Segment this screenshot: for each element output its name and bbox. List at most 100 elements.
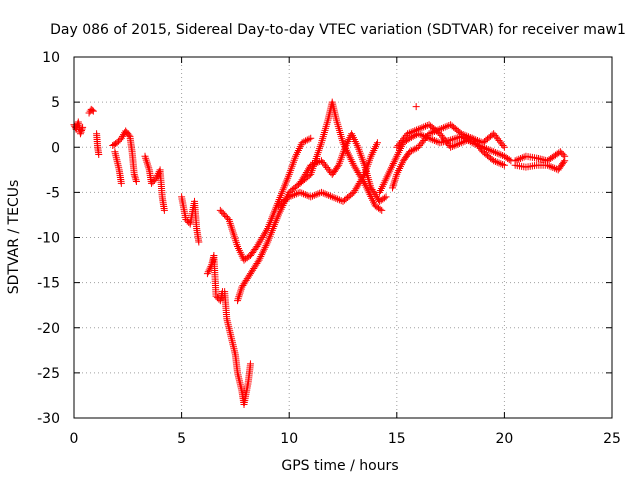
data-point: [160, 206, 168, 214]
data-point: [303, 167, 311, 175]
data-point: [300, 172, 308, 180]
data-point: [392, 154, 400, 162]
data-point: [307, 134, 315, 142]
data-point: [309, 192, 317, 200]
data-point: [297, 178, 305, 186]
data-point: [352, 165, 360, 173]
data-point: [323, 191, 331, 199]
data-point: [246, 360, 254, 368]
data-point: [260, 230, 268, 238]
data-point: [227, 223, 235, 231]
data-point: [298, 176, 306, 184]
data-point: [258, 251, 266, 259]
data-point: [407, 128, 415, 136]
data-point: [305, 135, 313, 143]
data-point: [334, 195, 342, 203]
data-point: [222, 212, 230, 220]
data-point: [382, 193, 390, 201]
data-point: [153, 173, 161, 181]
data-point: [79, 123, 87, 131]
data-point: [330, 194, 338, 202]
data-point: [425, 130, 433, 138]
data-point: [517, 155, 525, 163]
data-point: [147, 179, 155, 187]
data-point: [221, 211, 229, 219]
data-point: [316, 158, 324, 166]
data-point: [298, 139, 306, 147]
data-point: [231, 235, 239, 243]
data-point: [291, 191, 299, 199]
y-tick-label: -15: [37, 276, 60, 292]
data-point: [263, 240, 271, 248]
data-point: [296, 188, 304, 196]
data-point: [131, 172, 139, 180]
data-point: [560, 158, 568, 166]
data-point: [89, 107, 97, 115]
chart-title: Day 086 of 2015, Sidereal Day-to-day VTE…: [50, 22, 626, 38]
data-point: [77, 128, 85, 136]
data-point: [257, 235, 265, 243]
data-point: [457, 139, 465, 147]
data-point: [205, 266, 213, 274]
data-point: [500, 161, 508, 169]
data-point: [490, 157, 498, 165]
data-point: [301, 170, 309, 178]
tick-marks: [73, 56, 613, 419]
data-point: [493, 149, 501, 157]
data-point: [149, 178, 157, 186]
data-point: [497, 151, 505, 159]
data-point: [412, 103, 420, 111]
data-point: [423, 121, 431, 129]
data-point: [117, 134, 125, 142]
data-point: [287, 192, 295, 200]
data-point: [439, 124, 447, 132]
data-point: [390, 158, 398, 166]
data-point: [561, 157, 569, 165]
data-point: [109, 141, 117, 149]
data-point: [204, 268, 212, 276]
data-point: [429, 136, 437, 144]
data-point: [125, 131, 133, 139]
data-point: [434, 128, 442, 136]
data-point: [466, 135, 474, 143]
data-point: [307, 161, 315, 169]
data-point: [454, 140, 462, 148]
data-point: [292, 190, 300, 198]
data-point: [389, 159, 397, 167]
data-point: [337, 197, 345, 205]
data-point: [495, 150, 503, 158]
data-point: [235, 293, 243, 301]
data-point: [390, 180, 398, 188]
data-point: [132, 176, 140, 184]
data-point: [255, 239, 263, 247]
data-point: [448, 142, 456, 150]
y-tick-label: 5: [51, 95, 60, 111]
y-tick-label: -10: [37, 231, 60, 247]
data-point: [195, 238, 203, 246]
data-point: [354, 169, 362, 177]
data-point: [143, 160, 151, 168]
data-point: [500, 143, 508, 151]
data-point: [354, 181, 362, 189]
y-tick-labels: -30 -25 -20 -15 -10 -5 0 5 10: [37, 50, 60, 427]
data-point: [229, 229, 237, 237]
data-point: [227, 221, 235, 229]
data-point: [262, 228, 270, 236]
data-point: [230, 233, 238, 241]
data-point: [325, 191, 333, 199]
x-tick-label: 15: [388, 431, 406, 447]
data-point: [183, 217, 191, 225]
data-point: [351, 187, 359, 195]
data-point: [152, 175, 160, 183]
data-point: [235, 291, 243, 299]
data-point: [132, 178, 140, 186]
data-point: [307, 193, 315, 201]
data-point: [407, 147, 415, 155]
data-point: [328, 193, 336, 201]
data-point: [406, 148, 414, 156]
data-point: [232, 237, 240, 245]
data-point: [441, 123, 449, 131]
data-point: [552, 165, 560, 173]
data-point: [118, 132, 126, 140]
data-point: [301, 191, 309, 199]
